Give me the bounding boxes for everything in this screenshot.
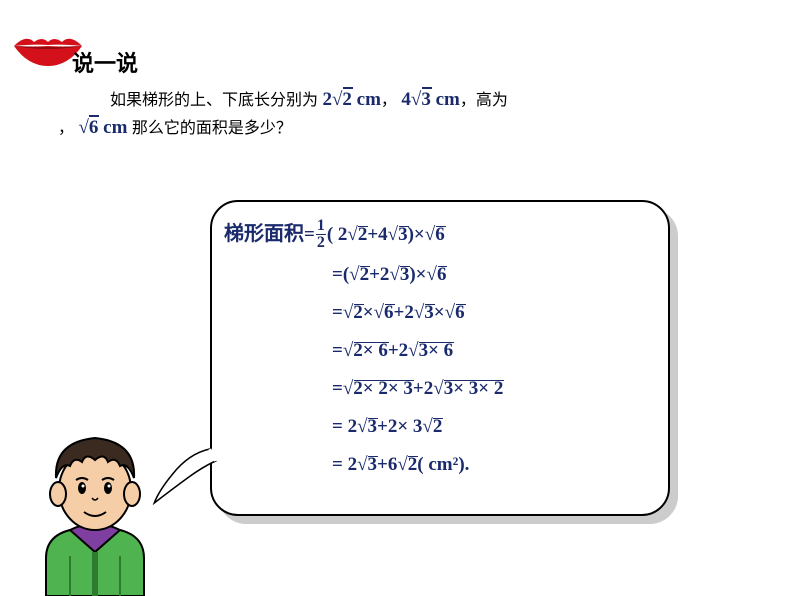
fraction-half: 12 — [316, 218, 326, 251]
suffix1: ，高为 — [460, 92, 508, 109]
solution: 梯形面积 = 12 ( 2√2 +4√3 )× √6 =( √2 +2√3 )×… — [224, 214, 503, 488]
problem-text: 如果梯形的上、下底长分别为 2√2 cm， 4√3 cm，高为 — [110, 86, 730, 115]
solution-line-4: = √2× 6 +2√3× 6 — [224, 336, 503, 364]
solution-line-1: 梯形面积 = 12 ( 2√2 +4√3 )× √6 — [224, 214, 503, 254]
solution-line-6: = 2√3 +2× 3√2 — [224, 412, 503, 440]
boy-character — [20, 426, 170, 596]
section-title: 说一说 — [72, 46, 138, 78]
solution-line-5: = √2× 2× 3 +2√3× 3× 2 — [224, 374, 503, 402]
bottom-base: 4√3 cm — [401, 89, 459, 110]
top-base: 2√2 cm — [322, 89, 380, 110]
comma1: ， — [381, 92, 397, 109]
problem-prefix: 如果梯形的上、下底长分别为 — [110, 92, 322, 109]
solution-line-7: = 2√3 +6√2 ( cm²). — [224, 450, 503, 478]
line2-suffix: 那么它的面积是多少？ — [132, 120, 292, 137]
height: √6 cm — [78, 117, 127, 138]
solution-line-3: = √2 × √6 +2√3 × √6 — [224, 298, 503, 326]
problem-line2: ， √6 cm 那么它的面积是多少？ — [58, 114, 292, 143]
solution-line-2: =( √2 +2√3 )× √6 — [224, 260, 503, 288]
